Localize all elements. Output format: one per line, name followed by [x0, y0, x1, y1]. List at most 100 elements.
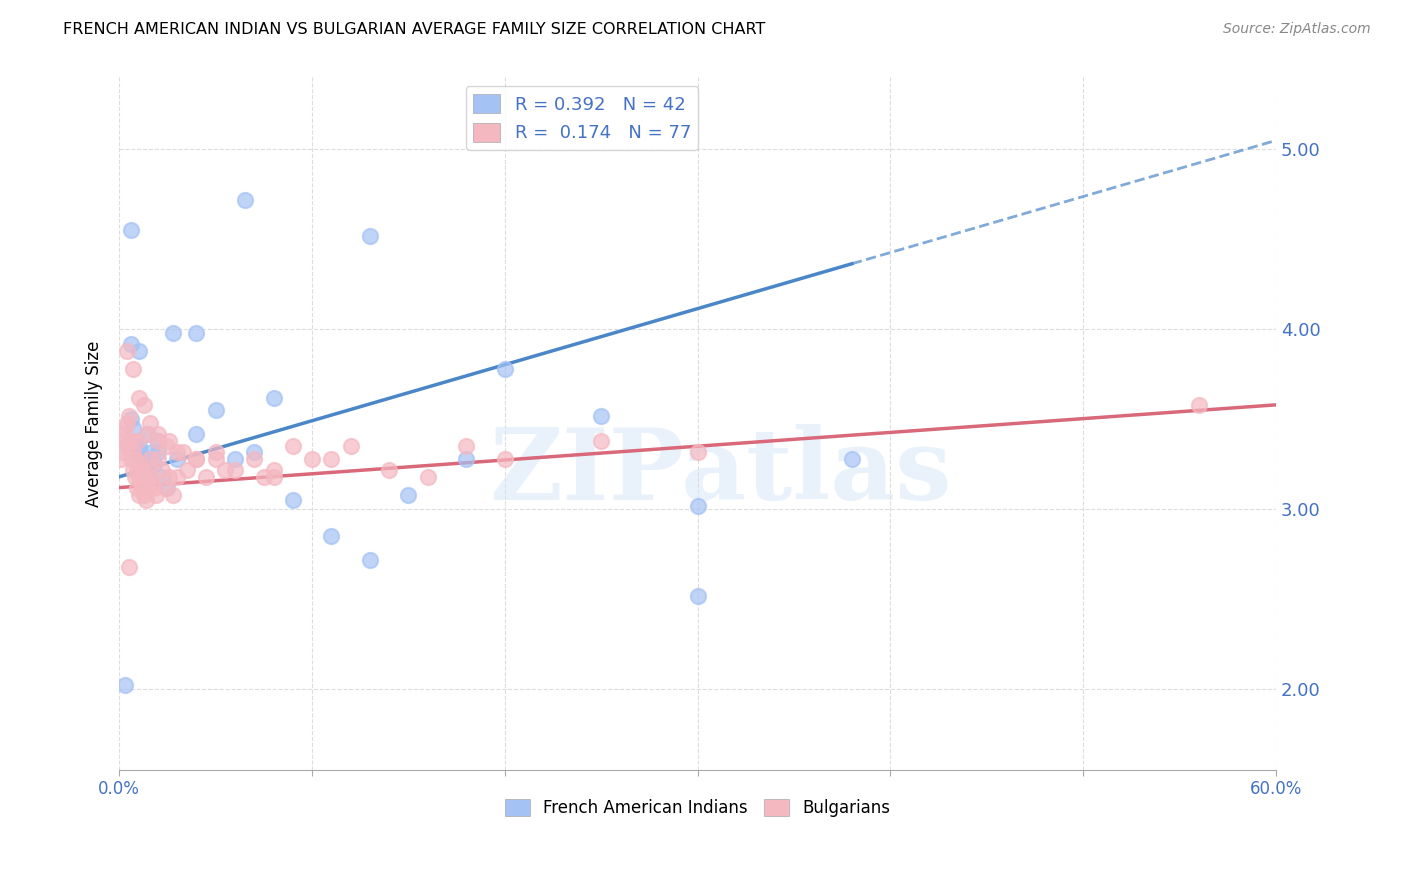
Point: [128, 488, 150, 502]
Point: [162, 326, 184, 340]
Point: [110, 451, 132, 466]
Point: [136, 451, 159, 466]
Point: [263, 391, 285, 405]
Point: [139, 470, 162, 484]
Point: [135, 426, 157, 441]
Point: [114, 678, 136, 692]
Point: [143, 457, 166, 471]
Point: [156, 439, 179, 453]
Point: [591, 434, 613, 448]
Point: [243, 451, 266, 466]
Point: [263, 470, 285, 484]
Point: [129, 475, 152, 490]
Point: [141, 444, 163, 458]
Point: [112, 444, 135, 458]
Point: [686, 589, 709, 603]
Point: [125, 481, 148, 495]
Point: [136, 481, 159, 495]
Point: [378, 462, 401, 476]
Point: [125, 434, 148, 448]
Point: [131, 451, 153, 466]
Point: [456, 439, 478, 453]
Point: [134, 457, 156, 471]
Point: [186, 426, 208, 441]
Point: [120, 336, 142, 351]
Point: [301, 451, 323, 466]
Point: [114, 421, 136, 435]
Point: [150, 462, 173, 476]
Point: [186, 451, 208, 466]
Point: [591, 409, 613, 423]
Point: [120, 412, 142, 426]
Point: [156, 481, 179, 495]
Point: [157, 470, 180, 484]
Point: [131, 481, 153, 495]
Point: [243, 444, 266, 458]
Point: [136, 462, 159, 476]
Point: [120, 434, 142, 448]
Point: [115, 439, 138, 453]
Point: [339, 439, 361, 453]
Point: [146, 434, 169, 448]
Point: [253, 470, 276, 484]
Point: [155, 481, 177, 495]
Point: [115, 343, 138, 358]
Point: [124, 470, 146, 484]
Point: [172, 444, 194, 458]
Point: [146, 426, 169, 441]
Point: [841, 451, 863, 466]
Point: [129, 457, 152, 471]
Point: [135, 475, 157, 490]
Legend: French American Indians, Bulgarians: French American Indians, Bulgarians: [498, 792, 897, 824]
Point: [359, 552, 381, 566]
Point: [398, 488, 420, 502]
Point: [204, 451, 226, 466]
Point: [146, 434, 169, 448]
Point: [125, 448, 148, 462]
Point: [143, 481, 166, 495]
Point: [120, 451, 142, 466]
Point: [135, 493, 157, 508]
Point: [166, 451, 188, 466]
Point: [233, 193, 256, 207]
Point: [166, 444, 188, 458]
Text: Source: ZipAtlas.com: Source: ZipAtlas.com: [1223, 22, 1371, 37]
Point: [416, 470, 439, 484]
Point: [456, 451, 478, 466]
Point: [134, 488, 156, 502]
Point: [195, 470, 218, 484]
Point: [134, 398, 156, 412]
Point: [112, 426, 135, 441]
Point: [686, 499, 709, 513]
Point: [114, 434, 136, 448]
Point: [128, 391, 150, 405]
Point: [134, 470, 156, 484]
Point: [139, 416, 162, 430]
Point: [128, 343, 150, 358]
Point: [135, 466, 157, 480]
Point: [162, 488, 184, 502]
Point: [321, 451, 343, 466]
Point: [224, 451, 246, 466]
Point: [204, 444, 226, 458]
Point: [166, 470, 188, 484]
Point: [141, 475, 163, 490]
Point: [115, 416, 138, 430]
Point: [146, 451, 169, 466]
Point: [118, 409, 141, 423]
Point: [121, 421, 143, 435]
Point: [120, 223, 142, 237]
Point: [359, 228, 381, 243]
Point: [118, 559, 141, 574]
Point: [139, 451, 162, 466]
Point: [128, 439, 150, 453]
Point: [121, 444, 143, 458]
Point: [214, 462, 236, 476]
Point: [124, 439, 146, 453]
Point: [124, 451, 146, 466]
Point: [121, 362, 143, 376]
Point: [494, 451, 516, 466]
Point: [281, 493, 304, 508]
Text: FRENCH AMERICAN INDIAN VS BULGARIAN AVERAGE FAMILY SIZE CORRELATION CHART: FRENCH AMERICAN INDIAN VS BULGARIAN AVER…: [63, 22, 766, 37]
Point: [125, 462, 148, 476]
